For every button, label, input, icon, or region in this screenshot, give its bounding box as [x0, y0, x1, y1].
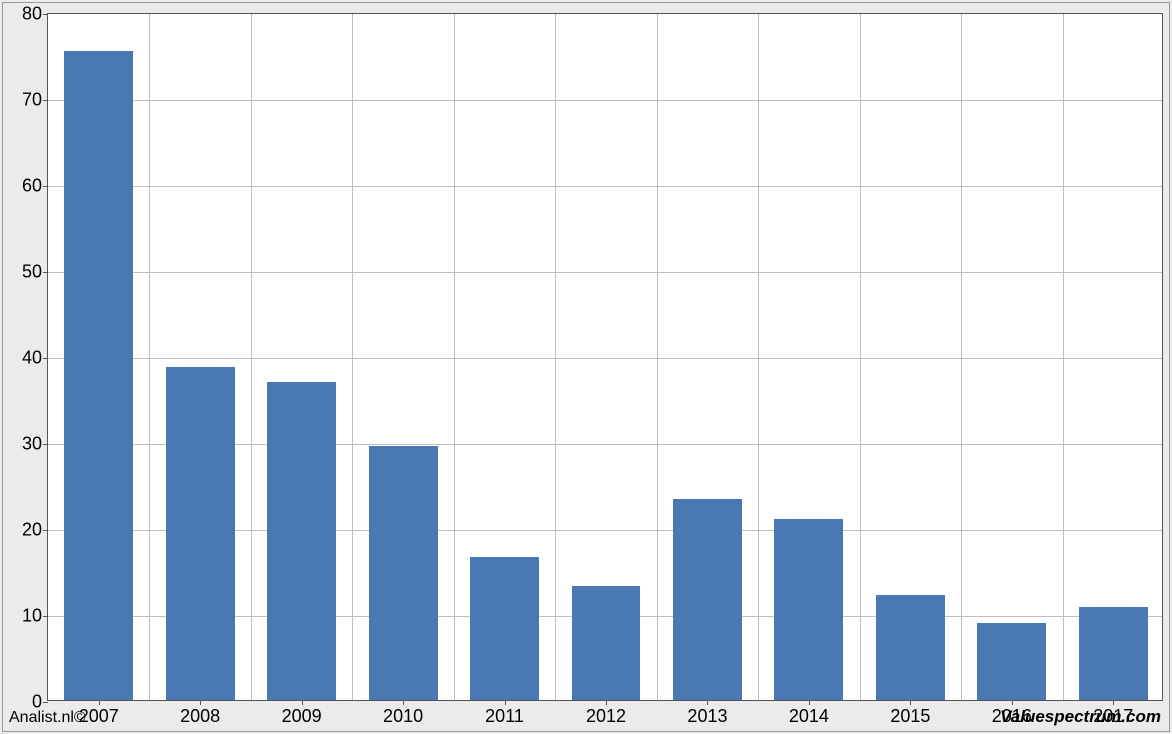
x-axis-tick-label: 2012: [586, 700, 626, 727]
y-axis-tick-label: 20: [22, 520, 48, 541]
y-axis-tick-label: 40: [22, 348, 48, 369]
bar: [1079, 607, 1148, 700]
bar: [166, 367, 235, 700]
grid-line-vertical: [149, 14, 150, 700]
grid-line-vertical: [961, 14, 962, 700]
grid-line-horizontal: [48, 272, 1162, 273]
grid-line-horizontal: [48, 100, 1162, 101]
bar: [876, 595, 945, 700]
grid-line-vertical: [1063, 14, 1064, 700]
grid-line-vertical: [352, 14, 353, 700]
bar: [572, 586, 641, 700]
bar: [369, 446, 438, 700]
y-axis-tick-label: 30: [22, 434, 48, 455]
chart-frame: 0102030405060708020072008200920102011201…: [2, 2, 1170, 732]
y-axis-tick-label: 60: [22, 176, 48, 197]
x-axis-tick-label: 2013: [687, 700, 727, 727]
footer-right-credit: Valuespectrum.com: [1000, 707, 1161, 727]
y-axis-tick-label: 10: [22, 606, 48, 627]
x-axis-tick-label: 2015: [890, 700, 930, 727]
y-axis-tick-label: 80: [22, 4, 48, 25]
bar: [64, 51, 133, 700]
bar: [470, 557, 539, 700]
grid-line-vertical: [758, 14, 759, 700]
bar: [977, 623, 1046, 700]
grid-line-vertical: [860, 14, 861, 700]
bar: [673, 499, 742, 700]
grid-line-vertical: [657, 14, 658, 700]
grid-line-horizontal: [48, 358, 1162, 359]
bar: [267, 382, 336, 700]
grid-line-horizontal: [48, 186, 1162, 187]
grid-line-vertical: [251, 14, 252, 700]
y-axis-tick-label: 50: [22, 262, 48, 283]
x-axis-tick-label: 2008: [180, 700, 220, 727]
grid-line-vertical: [454, 14, 455, 700]
grid-line-vertical: [555, 14, 556, 700]
plot-area: 0102030405060708020072008200920102011201…: [47, 13, 1163, 701]
y-axis-tick-label: 70: [22, 90, 48, 111]
x-axis-tick-label: 2010: [383, 700, 423, 727]
footer-left-credit: Analist.nl©: [9, 709, 86, 727]
x-axis-tick-label: 2014: [789, 700, 829, 727]
x-axis-tick-label: 2011: [485, 700, 524, 727]
bar: [774, 519, 843, 700]
x-axis-tick-label: 2009: [282, 700, 322, 727]
